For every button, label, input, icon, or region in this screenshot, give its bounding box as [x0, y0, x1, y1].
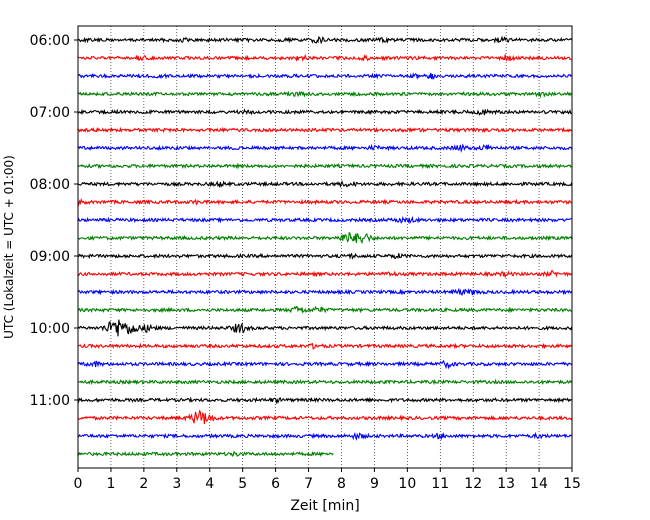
trace-line — [77, 90, 573, 99]
trace-line — [77, 252, 573, 260]
trace-line — [77, 342, 573, 351]
trace-line — [77, 409, 572, 425]
x-axis-ticks: 0 1 2 3 4 5 6 7 8 9 10 11 12 13 14 15 — [74, 468, 581, 492]
trace-line — [77, 179, 573, 189]
trace-line — [77, 126, 572, 134]
trace-line — [77, 35, 573, 45]
x-tick-label: 2 — [139, 476, 148, 492]
trace-line — [77, 305, 572, 314]
y-axis-ticks: 06:00 07:00 08:00 09:00 10:00 11:00 — [30, 33, 78, 409]
x-tick-label: 1 — [106, 476, 115, 492]
y-tick-label: 08:00 — [30, 177, 70, 193]
x-tick-label: 13 — [497, 476, 515, 492]
trace-line — [77, 359, 573, 370]
trace-line — [77, 319, 573, 337]
x-tick-label: 8 — [337, 476, 346, 492]
trace-line — [77, 232, 573, 245]
x-tick-label: 12 — [464, 476, 482, 492]
x-tick-label: 5 — [238, 476, 247, 492]
x-tick-label: 0 — [74, 476, 83, 492]
trace-line — [77, 215, 572, 225]
trace-line — [77, 287, 573, 296]
y-tick-label: 07:00 — [30, 105, 70, 121]
trace-line — [77, 108, 572, 116]
y-tick-label: 09:00 — [30, 249, 70, 265]
trace-line — [77, 270, 572, 279]
trace-line — [77, 450, 334, 458]
y-axis-label: UTC (Lokalzeit = UTC + 01:00) — [2, 155, 16, 339]
trace-line — [77, 431, 572, 441]
x-tick-label: 9 — [370, 476, 379, 492]
y-tick-label: 10:00 — [30, 321, 70, 337]
x-tick-label: 15 — [563, 476, 581, 492]
x-tick-label: 4 — [205, 476, 214, 492]
x-tick-label: 7 — [304, 476, 313, 492]
trace-line — [77, 162, 572, 170]
x-tick-label: 11 — [431, 476, 449, 492]
trace-line — [77, 143, 573, 154]
trace-line — [77, 53, 572, 63]
trace-line — [77, 198, 572, 207]
x-tick-label: 6 — [271, 476, 280, 492]
y-tick-label: 06:00 — [30, 33, 70, 49]
y-tick-label: 11:00 — [30, 393, 70, 409]
trace-series — [77, 35, 573, 458]
x-tick-label: 10 — [398, 476, 416, 492]
trace-line — [77, 72, 572, 81]
x-tick-label: 14 — [530, 476, 548, 492]
plot-frame — [77, 25, 573, 469]
trace-line — [77, 396, 572, 405]
x-axis-label: Zeit [min] — [290, 498, 359, 514]
trace-line — [77, 378, 573, 386]
x-tick-label: 3 — [172, 476, 181, 492]
